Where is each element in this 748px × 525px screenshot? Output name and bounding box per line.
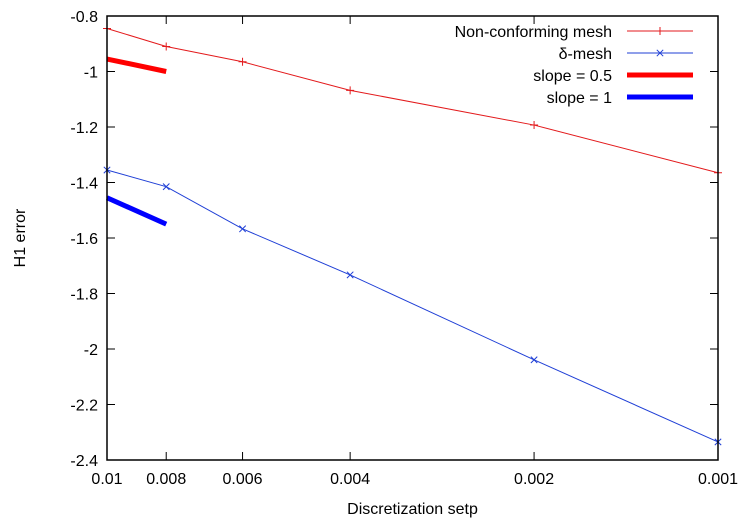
series-line: [106, 28, 719, 174]
series-line: [106, 169, 719, 443]
y-tick-label: -1.2: [70, 120, 98, 137]
data-point: [656, 27, 664, 35]
data-point: [346, 86, 355, 95]
data-point: [530, 121, 539, 130]
series-1: [103, 166, 722, 446]
data-point: [530, 356, 538, 364]
x-tick-label: 0.008: [146, 471, 186, 488]
y-tick-label: -1.4: [70, 176, 98, 193]
y-tick-label: -1: [84, 65, 98, 82]
x-axis-ticks: 0.01 0.008 0.006 0.004 0.002 0.001: [91, 16, 738, 488]
y-tick-label: -0.8: [70, 9, 98, 26]
series-2: [106, 56, 167, 74]
data-point: [238, 225, 247, 233]
data-point: [162, 42, 171, 51]
data-point: [238, 57, 247, 66]
series-layer: [103, 24, 722, 446]
series-line: [105, 195, 168, 227]
series-line: [106, 56, 167, 74]
legend-label: Non-conforming mesh: [455, 24, 612, 41]
y-tick-label: -1.8: [70, 287, 98, 304]
legend-label: slope = 1: [547, 90, 612, 107]
x-tick-label: 0.001: [698, 471, 738, 488]
y-tick-label: -2.2: [70, 398, 98, 415]
legend: Non-conforming mesh δ-mesh slope = 0.5 slop…: [455, 24, 693, 107]
x-tick-label: 0.006: [223, 471, 263, 488]
data-point: [346, 271, 354, 279]
x-tick-label: 0.002: [514, 471, 554, 488]
legend-label: slope = 0.5: [533, 68, 612, 85]
plot-frame: [106, 15, 719, 461]
y-axis-ticks: -0.8 -1 -1.2 -1.4 -1.6 -1.8 -2 -2.2 -2.4: [70, 9, 718, 470]
legend-label: δ-mesh: [559, 46, 612, 63]
x-tick-label: 0.004: [330, 471, 370, 488]
series-0: [103, 24, 722, 177]
y-tick-label: -1.6: [70, 231, 98, 248]
y-axis-label: H1 error: [12, 208, 29, 267]
data-point: [162, 183, 170, 191]
x-tick-label: 0.01: [91, 471, 122, 488]
series-3: [105, 195, 168, 227]
y-tick-label: -2.4: [70, 453, 98, 470]
data-point: [656, 49, 664, 57]
y-tick-label: -2: [84, 342, 98, 359]
x-axis-label: Discretization setp: [347, 501, 478, 518]
